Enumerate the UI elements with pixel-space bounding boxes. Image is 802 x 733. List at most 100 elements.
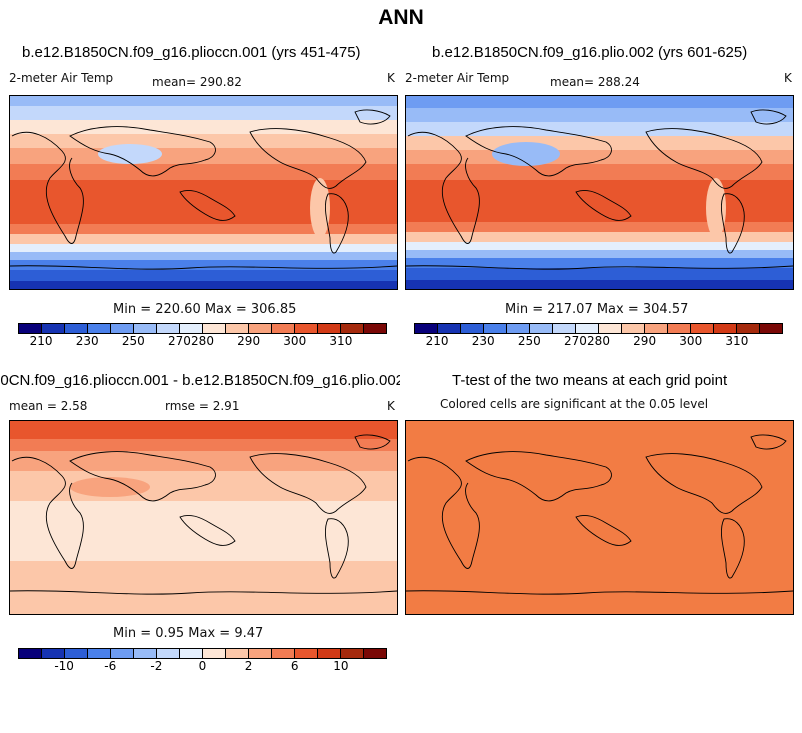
colorbar-segment — [668, 324, 691, 333]
colorbar-segment — [203, 649, 226, 658]
colorbar-segment — [530, 324, 553, 333]
colorbar-segment — [272, 324, 295, 333]
colorbar-segment — [645, 324, 668, 333]
colorbar-segment — [622, 324, 645, 333]
colorbar-segment — [295, 649, 318, 658]
panel1-map — [9, 95, 398, 290]
panel3-units-label: K — [387, 399, 395, 413]
colorbar-segment — [691, 324, 714, 333]
colorbar-segment — [19, 324, 42, 333]
colorbar-tick-label: 210 — [425, 334, 449, 348]
panel1-title: b.e12.B1850CN.f09_g16.plioccn.001 (yrs 4… — [22, 44, 361, 61]
colorbar-segment — [341, 649, 364, 658]
panel3-map — [9, 420, 398, 615]
colorbar-segment — [484, 324, 507, 333]
panel1-colorbar-ticks: 210 230 250 270 280 290 300 310 — [18, 334, 387, 350]
colorbar-segment — [203, 324, 226, 333]
colorbar-segment — [180, 649, 203, 658]
colorbar-tick-label: 0 — [198, 659, 207, 673]
panel3-colorbar-ticks: -10 -6 -2 0 2 6 10 — [18, 659, 387, 675]
colorbar-tick-label: 270 — [167, 334, 191, 348]
colorbar-segment — [272, 649, 295, 658]
panel2-title: b.e12.B1850CN.f09_g16.plio.002 (yrs 601-… — [432, 44, 748, 61]
colorbar-tick-label: 250 — [517, 334, 541, 348]
panel3-rmse-label: rmse = 2.91 — [165, 399, 240, 413]
colorbar-segment — [364, 324, 386, 333]
colorbar-tick-label: 300 — [679, 334, 703, 348]
panel2-mean-label: mean= 288.24 — [550, 75, 640, 89]
colorbar-tick-label: 6 — [290, 659, 299, 673]
panel3-mean-label: mean = 2.58 — [9, 399, 88, 413]
colorbar-segment — [318, 649, 341, 658]
panel4-title: T-test of the two means at each grid poi… — [452, 372, 728, 389]
colorbar-tick-label: 270 — [563, 334, 587, 348]
figure-title: ANN — [378, 6, 424, 29]
panel1-variable-label: 2-meter Air Temp — [9, 71, 114, 85]
colorbar-tick-label: 310 — [725, 334, 749, 348]
colorbar-tick-label: -6 — [104, 659, 117, 673]
colorbar-tick-label: 230 — [471, 334, 495, 348]
colorbar-segment — [134, 324, 157, 333]
colorbar-segment — [341, 324, 364, 333]
colorbar-segment — [249, 649, 272, 658]
colorbar-tick-label: -10 — [54, 659, 74, 673]
colorbar-segment — [157, 324, 180, 333]
colorbar-segment — [65, 649, 88, 658]
panel4-map — [405, 420, 794, 615]
colorbar-segment — [226, 649, 249, 658]
colorbar-tick-label: 290 — [633, 334, 657, 348]
colorbar-segment — [461, 324, 484, 333]
panel3-stats-label: Min = 0.95 Max = 9.47 — [113, 626, 264, 641]
colorbar-segment — [318, 324, 341, 333]
colorbar-segment — [157, 649, 180, 658]
panel2-map — [405, 95, 794, 290]
colorbar-segment — [599, 324, 622, 333]
panel1-colorbar — [18, 323, 387, 334]
colorbar-segment — [226, 324, 249, 333]
panel1-mean-label: mean= 290.82 — [152, 75, 242, 89]
colorbar-segment — [111, 649, 134, 658]
colorbar-tick-label: 300 — [283, 334, 307, 348]
panel2-colorbar — [414, 323, 783, 334]
colorbar-segment — [42, 649, 65, 658]
colorbar-tick-label: 210 — [29, 334, 53, 348]
colorbar-tick-label: 310 — [329, 334, 353, 348]
panel1-stats-label: Min = 220.60 Max = 306.85 — [113, 302, 297, 317]
colorbar-segment — [111, 324, 134, 333]
colorbar-segment — [19, 649, 42, 658]
colorbar-tick-label: 250 — [121, 334, 145, 348]
colorbar-segment — [553, 324, 576, 333]
panel4-subtitle: Colored cells are significant at the 0.0… — [440, 397, 709, 411]
colorbar-tick-label: 2 — [244, 659, 253, 673]
panel3-title-clip: b.e12.B1850CN.f09_g16.plioccn.001 - b.e1… — [0, 372, 400, 392]
colorbar-segment — [507, 324, 530, 333]
panel3-colorbar — [18, 648, 387, 659]
colorbar-tick-label: 280 — [587, 334, 610, 348]
colorbar-segment — [134, 649, 157, 658]
colorbar-segment — [88, 649, 111, 658]
panel2-units-label: K — [784, 71, 792, 85]
colorbar-segment — [364, 649, 386, 658]
colorbar-segment — [714, 324, 737, 333]
colorbar-tick-label: -2 — [150, 659, 163, 673]
colorbar-segment — [295, 324, 318, 333]
colorbar-segment — [88, 324, 111, 333]
panel2-colorbar-ticks: 210 230 250 270 280 290 300 310 — [414, 334, 783, 350]
colorbar-segment — [576, 324, 599, 333]
colorbar-segment — [180, 324, 203, 333]
colorbar-segment — [760, 324, 782, 333]
colorbar-segment — [249, 324, 272, 333]
colorbar-tick-label: 10 — [333, 659, 349, 673]
panel1-units-label: K — [387, 71, 395, 85]
colorbar-tick-label: 230 — [75, 334, 99, 348]
panel2-stats-label: Min = 217.07 Max = 304.57 — [505, 302, 689, 317]
panel2-variable-label: 2-meter Air Temp — [405, 71, 510, 85]
colorbar-tick-label: 280 — [191, 334, 214, 348]
colorbar-tick-label: 290 — [237, 334, 261, 348]
colorbar-segment — [737, 324, 760, 333]
colorbar-segment — [65, 324, 88, 333]
colorbar-segment — [415, 324, 438, 333]
colorbar-segment — [42, 324, 65, 333]
panel3-title: b.e12.B1850CN.f09_g16.plioccn.001 - b.e1… — [0, 372, 400, 389]
colorbar-segment — [438, 324, 461, 333]
